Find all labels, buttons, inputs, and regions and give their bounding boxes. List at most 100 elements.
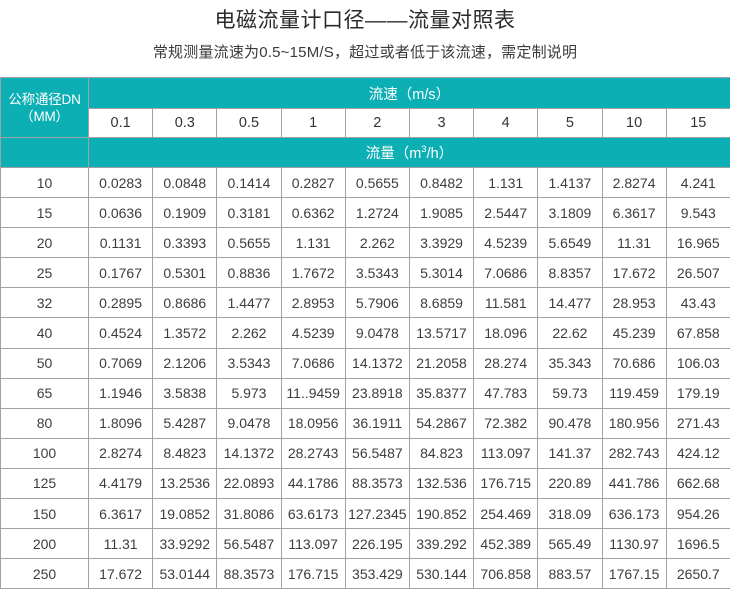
dn-value-cell: 150: [1, 499, 89, 529]
flow-value-cell: 3.5838: [153, 378, 217, 408]
velocity-group-header: 流速（m/s）: [89, 78, 730, 109]
flow-value-cell: 0.5655: [345, 168, 409, 198]
flow-value-cell: 954.26: [666, 499, 730, 529]
flow-value-cell: 1696.5: [666, 529, 730, 559]
flow-value-cell: 9.0478: [217, 408, 281, 438]
flow-value-cell: 84.823: [409, 438, 473, 468]
flow-value-cell: 0.8686: [153, 288, 217, 318]
flow-value-cell: 67.858: [666, 318, 730, 348]
flow-value-cell: 26.507: [666, 258, 730, 288]
flow-value-cell: 176.715: [281, 559, 345, 589]
flow-value-cell: 706.858: [474, 559, 538, 589]
flow-value-cell: 53.0144: [153, 559, 217, 589]
flow-value-cell: 13.5717: [409, 318, 473, 348]
flow-header-blank-cell: [1, 138, 89, 168]
flow-value-cell: 4.5239: [281, 318, 345, 348]
dn-value-cell: 20: [1, 228, 89, 258]
flow-value-cell: 0.7069: [89, 348, 153, 378]
flow-value-cell: 21.2058: [409, 348, 473, 378]
flow-value-cell: 13.2536: [153, 468, 217, 498]
dn-value-cell: 25: [1, 258, 89, 288]
page-title: 电磁流量计口径——流量对照表: [0, 6, 730, 36]
velocity-header-cell: 5: [538, 109, 602, 138]
flow-value-cell: 11.31: [602, 228, 666, 258]
flow-value-cell: 1.9085: [409, 198, 473, 228]
flow-value-cell: 44.1786: [281, 468, 345, 498]
flow-value-cell: 0.5655: [217, 228, 281, 258]
dn-value-cell: 100: [1, 438, 89, 468]
flow-value-cell: 5.973: [217, 378, 281, 408]
flow-value-cell: 113.097: [281, 529, 345, 559]
flow-value-cell: 4.4179: [89, 468, 153, 498]
flow-value-cell: 43.43: [666, 288, 730, 318]
velocity-header-cell: 1: [281, 109, 345, 138]
velocity-header-cell: 4: [474, 109, 538, 138]
velocity-header-cell: 0.1: [89, 109, 153, 138]
flow-value-cell: 1.2724: [345, 198, 409, 228]
page-subtitle: 常规测量流速为0.5~15M/S，超过或者低于该流速，需定制说明: [0, 40, 730, 66]
flow-value-cell: 119.459: [602, 378, 666, 408]
velocity-header-cell: 0.5: [217, 109, 281, 138]
velocity-header-cell: 3: [409, 109, 473, 138]
flow-value-cell: 565.49: [538, 529, 602, 559]
flow-value-cell: 16.965: [666, 228, 730, 258]
flow-value-cell: 22.0893: [217, 468, 281, 498]
flow-value-cell: 8.6859: [409, 288, 473, 318]
dn-header-line1: 公称通径DN: [1, 91, 88, 108]
flow-value-cell: 6.3617: [89, 499, 153, 529]
flow-value-cell: 3.5343: [217, 348, 281, 378]
flow-value-cell: 2.1206: [153, 348, 217, 378]
flow-value-cell: 636.173: [602, 499, 666, 529]
flow-value-cell: 1.1946: [89, 378, 153, 408]
flow-value-cell: 18.0956: [281, 408, 345, 438]
flow-value-cell: 14.477: [538, 288, 602, 318]
flow-value-cell: 5.4287: [153, 408, 217, 438]
header-row-flow-group: 流量（m3/h）: [1, 138, 730, 168]
flow-value-cell: 179.19: [666, 378, 730, 408]
flow-value-cell: 28.953: [602, 288, 666, 318]
flow-value-cell: 0.1909: [153, 198, 217, 228]
dn-header-cell: 公称通径DN （MM）: [1, 78, 89, 138]
flow-value-cell: 2.5447: [474, 198, 538, 228]
flow-value-cell: 3.1809: [538, 198, 602, 228]
flow-value-cell: 90.478: [538, 408, 602, 438]
flow-value-cell: 14.1372: [217, 438, 281, 468]
flow-value-cell: 11.581: [474, 288, 538, 318]
flow-value-cell: 1.8096: [89, 408, 153, 438]
flow-value-cell: 8.8357: [538, 258, 602, 288]
flow-value-cell: 9.0478: [345, 318, 409, 348]
flow-value-cell: 0.8482: [409, 168, 473, 198]
flow-value-cell: 5.6549: [538, 228, 602, 258]
dn-value-cell: 50: [1, 348, 89, 378]
flow-value-cell: 0.0283: [89, 168, 153, 198]
flow-value-cell: 7.0686: [474, 258, 538, 288]
flow-value-cell: 31.8086: [217, 499, 281, 529]
flow-value-cell: 56.5487: [217, 529, 281, 559]
flow-value-cell: 141.37: [538, 438, 602, 468]
flow-value-cell: 0.3393: [153, 228, 217, 258]
flow-value-cell: 127.2345: [345, 499, 409, 529]
flow-value-cell: 18.096: [474, 318, 538, 348]
dn-value-cell: 15: [1, 198, 89, 228]
flow-value-cell: 1767.15: [602, 559, 666, 589]
flow-value-cell: 2650.7: [666, 559, 730, 589]
flow-value-cell: 226.195: [345, 529, 409, 559]
dn-value-cell: 65: [1, 378, 89, 408]
flow-value-cell: 1130.97: [602, 529, 666, 559]
flow-value-cell: 2.262: [345, 228, 409, 258]
flow-value-cell: 88.3573: [217, 559, 281, 589]
dn-value-cell: 125: [1, 468, 89, 498]
